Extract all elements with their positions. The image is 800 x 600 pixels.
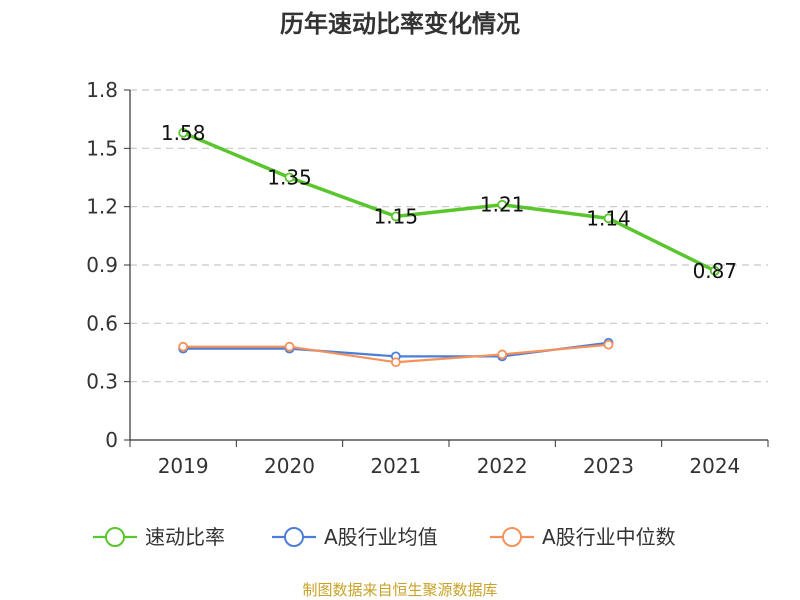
series-point-2[interactable] — [390, 357, 401, 368]
legend-marker — [502, 527, 522, 547]
series-point-0[interactable] — [390, 211, 401, 222]
data-label: 1.35 — [267, 166, 312, 190]
y-tick-label: 1.2 — [86, 195, 118, 219]
data-labels: 1.58 1.35 1.15 1.21 1.14 0.87 — [161, 121, 737, 283]
series-point-2[interactable] — [178, 341, 189, 352]
data-label: 1.14 — [586, 206, 631, 230]
x-tick-label: 2022 — [477, 454, 528, 478]
y-tick-label: 0.9 — [86, 253, 118, 277]
series-point-0[interactable] — [603, 213, 614, 224]
legend-item[interactable]: 速动比率 — [93, 525, 225, 549]
series-point-0[interactable] — [178, 127, 189, 138]
x-tick-label: 2021 — [370, 454, 421, 478]
axes: 0 0.3 0.6 0.9 1.2 1.5 1.8 2019 2020 2021 2022 2023 2… — [86, 78, 769, 478]
data-label: 1.15 — [374, 204, 419, 228]
legend-item[interactable]: A股行业均值 — [272, 525, 438, 549]
chart-title: 历年速动比率变化情况 — [280, 10, 520, 38]
y-tick-label: 0 — [105, 428, 118, 452]
x-tick-label: 2020 — [264, 454, 315, 478]
grid — [130, 89, 768, 383]
y-tick-label: 0.3 — [86, 370, 118, 394]
legend-marker — [105, 527, 125, 547]
source-note: 制图数据来自恒生聚源数据库 — [302, 581, 497, 599]
y-tick-label: 1.5 — [86, 136, 118, 160]
legend-label: A股行业中位数 — [542, 525, 676, 549]
y-tick-label: 1.8 — [86, 78, 118, 102]
legend-item[interactable]: A股行业中位数 — [490, 525, 676, 549]
series-point-0[interactable] — [284, 172, 295, 183]
data-label: 1.58 — [161, 121, 206, 145]
series-point-2[interactable] — [497, 349, 508, 360]
data-label: 0.87 — [693, 259, 738, 283]
legend[interactable]: 速动比率 A股行业均值 A股行业中位数 — [93, 525, 676, 549]
series-point-2[interactable] — [603, 339, 614, 350]
series-point-2[interactable] — [284, 341, 295, 352]
legend-label: 速动比率 — [145, 525, 225, 549]
series-point-0[interactable] — [709, 265, 720, 276]
x-tick-label: 2019 — [158, 454, 209, 478]
series — [178, 127, 720, 368]
series-line-0 — [182, 131, 716, 273]
x-tick-label: 2023 — [583, 454, 634, 478]
data-label: 1.21 — [480, 193, 525, 217]
legend-label: A股行业均值 — [324, 525, 438, 549]
x-tick-label: 2024 — [689, 454, 740, 478]
y-tick-label: 0.6 — [86, 311, 118, 335]
series-point-0[interactable] — [497, 199, 508, 210]
legend-marker — [284, 527, 304, 547]
